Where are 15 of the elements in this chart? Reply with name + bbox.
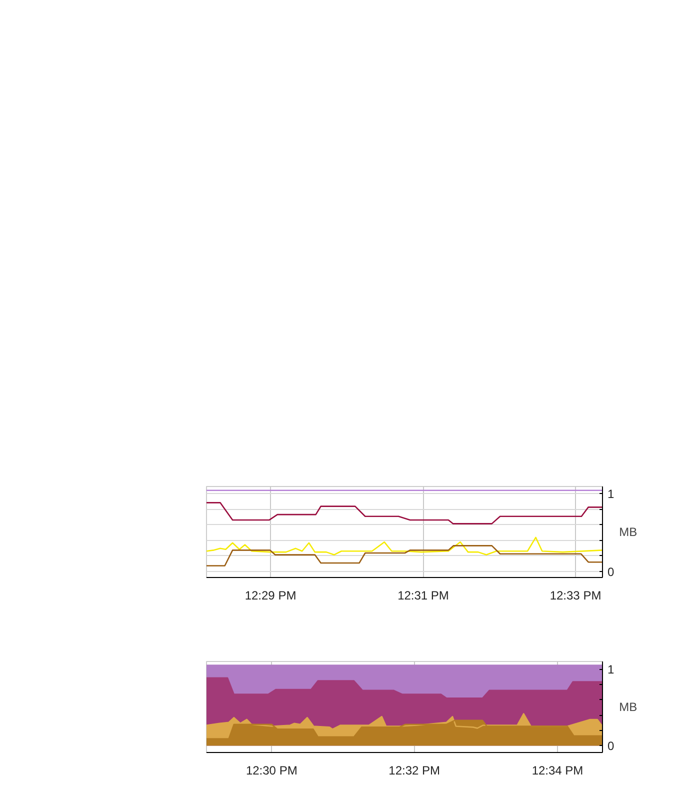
y-tick-label: 1 xyxy=(608,487,614,501)
y-tick-label: 0 xyxy=(608,564,614,579)
line-series xyxy=(206,545,602,566)
x-tick-label: 12:34 PM xyxy=(532,764,584,778)
y-axis-title: MB xyxy=(619,700,638,714)
x-tick-label: 12:29 PM xyxy=(244,588,296,602)
y-tick-label: 1 xyxy=(608,662,614,677)
line-series xyxy=(206,536,602,556)
x-tick-label: 12:31 PM xyxy=(398,588,449,602)
y-axis-title: MB xyxy=(619,525,638,539)
x-tick-label: 12:32 PM xyxy=(388,764,440,778)
y-tick-label: 0 xyxy=(608,739,614,754)
line-series xyxy=(206,502,602,524)
x-tick-label: 12:30 PM xyxy=(246,764,298,778)
x-tick-label: 12:33 PM xyxy=(550,588,602,602)
